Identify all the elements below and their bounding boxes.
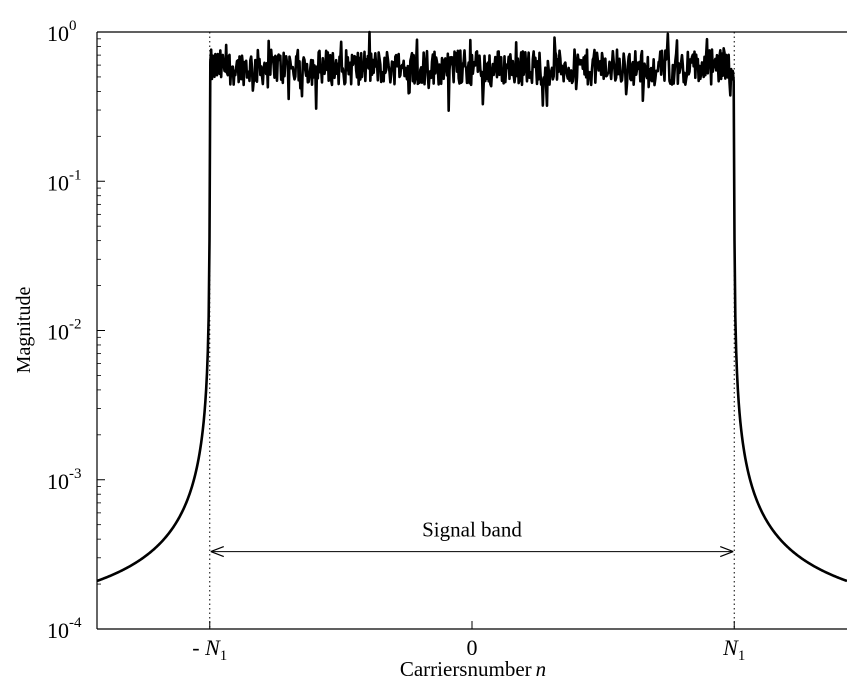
signal-band-layer: Signal band xyxy=(209,32,735,629)
y-tick-label: 10-4 xyxy=(47,615,82,643)
band-arrow-head-left xyxy=(210,546,224,558)
x-axis-label: Carriersnumber n xyxy=(400,657,546,681)
y-tick-label: 10-2 xyxy=(47,317,82,345)
band-arrow-head-right xyxy=(720,546,734,558)
x-tick-label: N1 xyxy=(722,635,745,664)
y-tick-label: 10-1 xyxy=(47,167,82,195)
signal-band-label: Signal band xyxy=(422,518,522,542)
magnitude-curve xyxy=(96,30,847,583)
y-tick-label: 10-3 xyxy=(47,466,82,494)
x-axis-label-text: Carriersnumber xyxy=(400,657,532,681)
y-axis-label: Magnitude xyxy=(13,287,35,374)
y-tick-label: 100 xyxy=(47,18,77,46)
x-tick-label: 0 xyxy=(467,635,478,660)
y-tick-layer: 100 10-1 10-2 10-3 10-4 xyxy=(47,18,105,643)
x-tick-label: - N1 xyxy=(192,635,227,664)
x-tick-layer: - N1 0 N1 xyxy=(192,621,745,664)
plot-area xyxy=(97,32,847,629)
x-axis-label-var: n xyxy=(536,657,547,681)
